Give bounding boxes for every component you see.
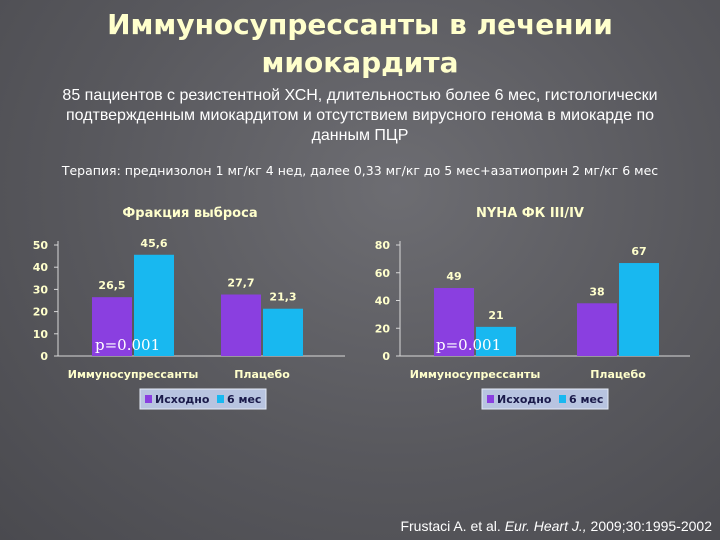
- data-label-nyha: 49: [446, 270, 461, 283]
- citation-journal: Eur. Heart J.,: [504, 518, 587, 534]
- y-tick-label-nyha: 40: [375, 295, 391, 308]
- slide-title-line-1: Иммуносупрессанты в лечении: [107, 8, 613, 41]
- legend-box-nyha: [481, 388, 609, 410]
- slide-title-line-2: миокардита: [261, 46, 459, 79]
- bar-ef-baseline-1: [221, 294, 261, 356]
- p-value-ef: p=0.001: [95, 336, 160, 354]
- y-tick-label-nyha: 0: [382, 350, 390, 363]
- category-label-nyha: Иммуносупрессанты: [410, 368, 541, 381]
- legend-swatch-6mo-ef: [217, 395, 224, 403]
- y-tick-label-ef: 40: [33, 261, 49, 274]
- y-tick-label-nyha: 80: [375, 239, 391, 252]
- y-tick-label-ef: 10: [33, 328, 49, 341]
- p-value-nyha: p=0.001: [436, 336, 501, 354]
- y-tick-label-ef: 50: [33, 239, 49, 252]
- data-label-ef: 27,7: [227, 277, 254, 290]
- citation: Frustaci A. et al. Eur. Heart J., 2009;3…: [400, 517, 712, 535]
- citation-details: 2009;30:1995-2002: [586, 518, 712, 534]
- y-tick-label-ef: 20: [33, 306, 49, 319]
- bar-ef-6mo-0: [134, 254, 174, 356]
- data-label-nyha: 21: [488, 309, 503, 322]
- bar-nyha-6mo-1: [619, 263, 659, 356]
- data-label-nyha: 38: [589, 285, 604, 298]
- data-label-ef: 21,3: [269, 291, 296, 304]
- legend-swatch-6mo-nyha: [559, 395, 566, 403]
- y-tick-label-nyha: 20: [375, 322, 391, 335]
- category-label-nyha: Плацебо: [590, 368, 646, 381]
- study-description-line-2: подтвержденным миокардитом и отсутствием…: [65, 107, 655, 124]
- slide-title: Иммуносупрессанты в лечении миокардита: [0, 6, 720, 82]
- therapy-description: Терапия: преднизолон 1 мг/кг 4 нед, дале…: [61, 163, 659, 178]
- bar-nyha-baseline-0: [434, 288, 474, 356]
- study-description-line-3: данным ПЦР: [311, 127, 409, 144]
- data-label-ef: 26,5: [98, 279, 125, 292]
- study-description-line-1: 85 пациентов с резистентной ХСН, длитель…: [62, 87, 658, 104]
- bar-ef-baseline-0: [92, 297, 132, 356]
- legend-swatch-baseline-nyha: [487, 395, 494, 403]
- citation-authors: Frustaci A. et al.: [400, 518, 505, 534]
- chart-title-nyha: NYHA ФК III/IV: [476, 206, 584, 221]
- data-label-ef: 45,6: [140, 237, 167, 250]
- legend-label-baseline-nyha: Исходно: [497, 393, 552, 406]
- bar-nyha-6mo-0: [476, 326, 516, 356]
- y-tick-label-ef: 0: [40, 350, 48, 363]
- category-label-ef: Иммуносупрессанты: [68, 368, 199, 381]
- legend-label-6mo-nyha: 6 мес: [569, 393, 603, 406]
- study-description: 85 пациентов с резистентной ХСН, длитель…: [8, 86, 712, 146]
- legend-label-6mo-ef: 6 мес: [227, 393, 261, 406]
- legend-box-ef: [139, 388, 267, 410]
- chart-title-ef: Фракция выброса: [122, 206, 257, 221]
- y-tick-label-nyha: 60: [375, 267, 391, 280]
- legend-label-baseline-ef: Исходно: [155, 393, 210, 406]
- category-label-ef: Плацебо: [234, 368, 290, 381]
- data-label-nyha: 67: [631, 245, 646, 258]
- y-tick-label-ef: 30: [33, 283, 49, 296]
- legend-swatch-baseline-ef: [145, 395, 152, 403]
- bar-ef-6mo-1: [263, 308, 303, 356]
- bar-nyha-baseline-1: [577, 303, 617, 356]
